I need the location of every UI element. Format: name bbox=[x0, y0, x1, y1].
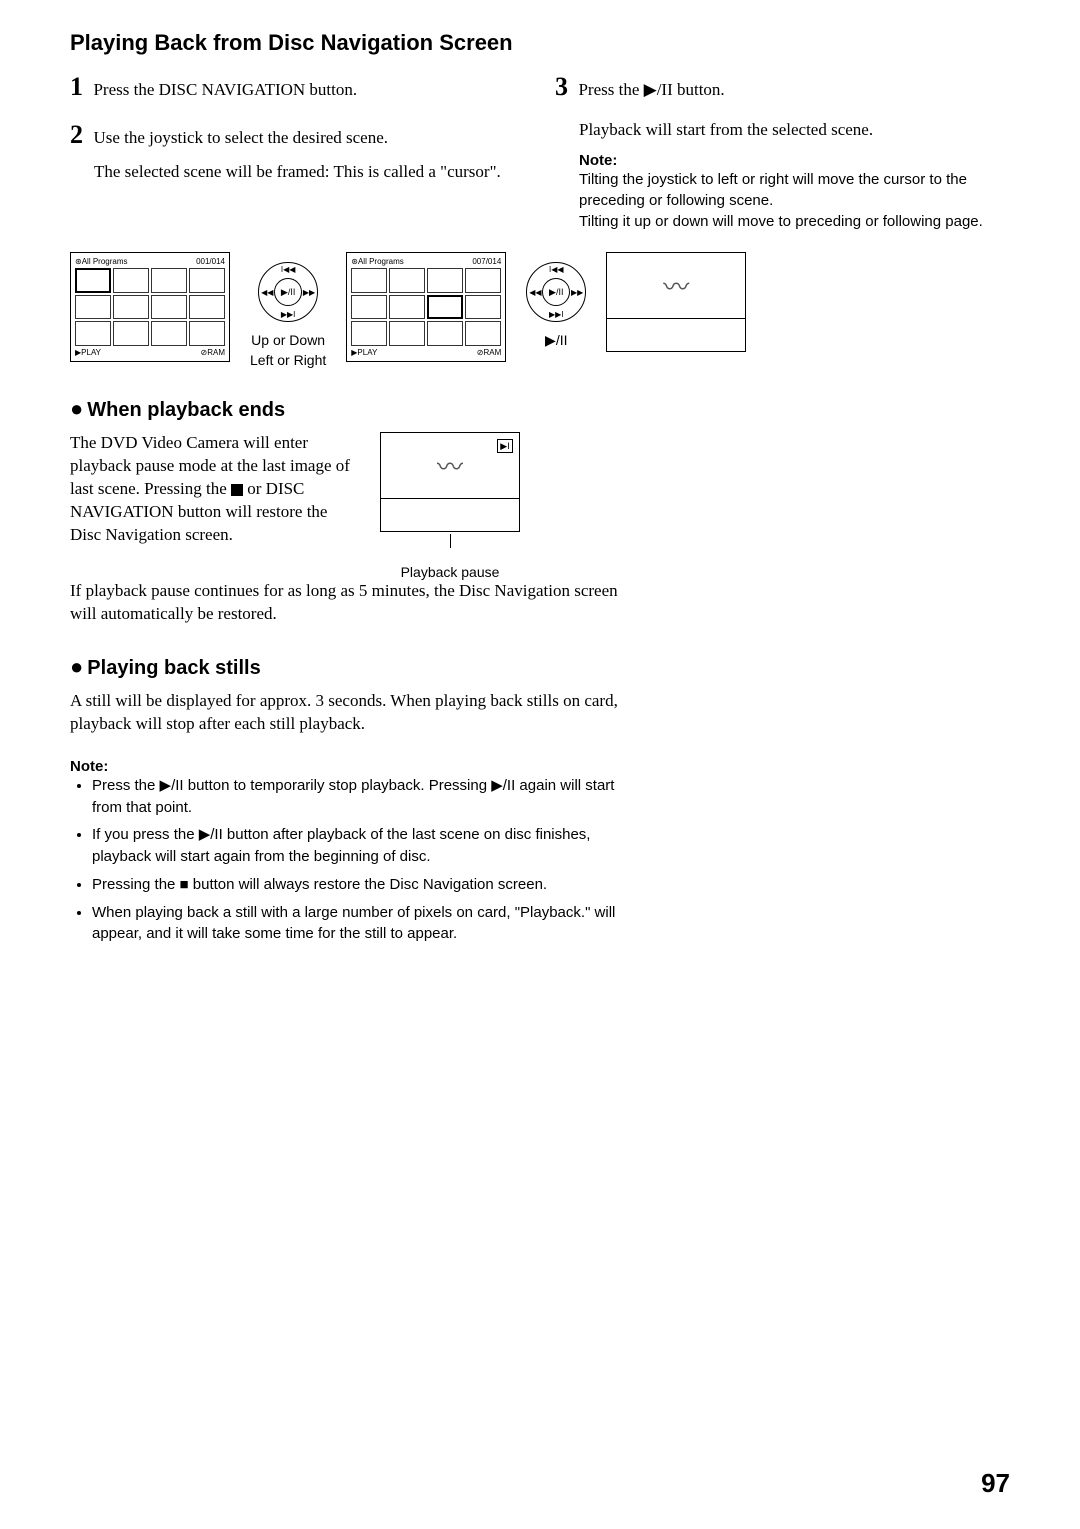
grid1-footer-right: ⊘RAM bbox=[201, 348, 225, 357]
joystick-diagram-1: I◀◀ ▶▶I ◀◀ ▶▶ ▶/II Up or Down Left or Ri… bbox=[250, 252, 326, 368]
section-stills-title: ●Playing back stills bbox=[70, 654, 1010, 680]
stills-body: A still will be displayed for approx. 3 … bbox=[70, 690, 630, 736]
joystick-diagram-2: I◀◀ ▶▶I ◀◀ ▶▶ ▶/II ▶/II bbox=[526, 252, 586, 349]
bullet-icon-2: ● bbox=[70, 654, 83, 679]
step-2: 2 Use the joystick to select the desired… bbox=[70, 120, 525, 182]
note2-item-3: When playing back a still with a large n… bbox=[92, 902, 630, 946]
step-3: 3 Press the ▶/II button. bbox=[555, 72, 1010, 102]
joystick1-center: ▶/II bbox=[274, 278, 302, 306]
joystick1-label2: Left or Right bbox=[250, 352, 326, 368]
thumbnail-grid-2: ⊛All Programs 007/014 ▶PLAY ⊘RAM bbox=[346, 252, 506, 362]
note2-list: Press the ▶/II button to temporarily sto… bbox=[70, 775, 630, 945]
playback-pause-caption: Playback pause bbox=[380, 564, 520, 580]
playback-pause-figure: 〰 ▶I Playback pause bbox=[380, 432, 520, 580]
step-3-text: Press the ▶/II button. bbox=[578, 80, 724, 99]
main-title: Playing Back from Disc Navigation Screen bbox=[70, 30, 1010, 56]
step-3-sub: Playback will start from the selected sc… bbox=[579, 120, 1010, 140]
note2-item-0: Press the ▶/II button to temporarily sto… bbox=[92, 775, 630, 819]
grid1-header-left: ⊛All Programs bbox=[75, 257, 128, 266]
step-1: 1 Press the DISC NAVIGATION button. bbox=[70, 72, 525, 102]
step-2-text: Use the joystick to select the desired s… bbox=[93, 128, 388, 147]
grid2-header-right: 007/014 bbox=[472, 257, 501, 266]
grid1-footer-left: ▶PLAY bbox=[75, 348, 101, 357]
left-column: 1 Press the DISC NAVIGATION button. 2 Us… bbox=[70, 72, 525, 232]
step-2-num: 2 bbox=[70, 120, 83, 149]
grid2-footer-left: ▶PLAY bbox=[351, 348, 377, 357]
step-2-sub: The selected scene will be framed: This … bbox=[94, 162, 525, 182]
stop-icon bbox=[231, 484, 243, 496]
right-column: 3 Press the ▶/II button. Playback will s… bbox=[555, 72, 1010, 232]
note2-item-1: If you press the ▶/II button after playb… bbox=[92, 824, 630, 868]
joystick2-center: ▶/II bbox=[542, 278, 570, 306]
step-3-num: 3 bbox=[555, 72, 568, 101]
joystick2-label: ▶/II bbox=[526, 332, 586, 349]
grid2-header-left: ⊛All Programs bbox=[351, 257, 404, 266]
grid2-footer-right: ⊘RAM bbox=[477, 348, 501, 357]
joystick1-label1: Up or Down bbox=[250, 332, 326, 348]
note1-label: Note: bbox=[579, 152, 1010, 169]
section-when-ends-title: ●When playback ends bbox=[70, 396, 1010, 422]
grid1-header-right: 001/014 bbox=[196, 257, 225, 266]
drawing-icon-2: 〰 bbox=[437, 447, 463, 484]
page-number: 97 bbox=[981, 1468, 1010, 1499]
playback-preview-1: 〰 bbox=[606, 252, 746, 352]
note2-item-2: Pressing the ■ button will always restor… bbox=[92, 874, 630, 896]
thumbnail-grid-1: ⊛All Programs 001/014 ▶PLAY ⊘RAM bbox=[70, 252, 230, 362]
figures-row: ⊛All Programs 001/014 ▶PLAY ⊘RAM I◀◀ ▶▶I… bbox=[70, 252, 1010, 368]
drawing-icon: 〰 bbox=[663, 267, 689, 304]
when-ends-body3: If playback pause continues for as long … bbox=[70, 580, 630, 626]
note2-label: Note: bbox=[70, 758, 630, 775]
next-icon: ▶I bbox=[497, 439, 513, 453]
note1-text: Tilting the joystick to left or right wi… bbox=[579, 169, 1010, 232]
bullet-icon: ● bbox=[70, 396, 83, 421]
step-1-text: Press the DISC NAVIGATION button. bbox=[93, 80, 357, 99]
step-1-num: 1 bbox=[70, 72, 83, 101]
when-ends-body: The DVD Video Camera will enter playback… bbox=[70, 432, 360, 547]
